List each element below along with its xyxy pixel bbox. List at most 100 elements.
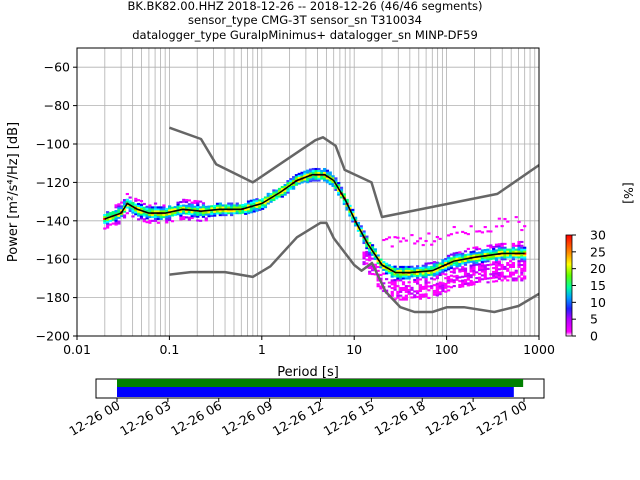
ppsd-cell: [221, 206, 225, 209]
ppsd-cell: [221, 214, 225, 217]
ppsd-cell: [418, 286, 423, 289]
ppsd-cell: [258, 199, 262, 202]
ppsd-cell: [452, 225, 456, 229]
ppsd-cell: [506, 267, 510, 270]
ppsd-cell: [114, 215, 118, 218]
ppsd-cell: [517, 220, 521, 223]
colorbar-tick-label: 10: [590, 295, 606, 310]
ppsd-cell: [452, 269, 456, 272]
ppsd-cell: [153, 202, 158, 205]
ppsd-cell: [215, 202, 220, 205]
ppsd-cell: [466, 276, 470, 279]
ppsd-cell: [331, 182, 335, 186]
ppsd-cell: [292, 183, 296, 186]
ppsd-cell: [255, 209, 259, 212]
ppsd-cell: [480, 249, 485, 252]
ppsd-cell: [494, 243, 499, 246]
ppsd-cell: [472, 246, 476, 249]
ppsd-cell: [393, 288, 397, 291]
ppsd-cell: [249, 199, 253, 202]
ppsd-cell: [469, 283, 473, 286]
ppsd-cell: [308, 178, 313, 181]
ppsd-cell: [455, 261, 459, 264]
ppsd-cell: [162, 214, 166, 217]
ppsd-cell: [145, 217, 149, 220]
ppsd-cell: [390, 273, 394, 276]
ppsd-cell: [168, 209, 172, 212]
ppsd-cell: [156, 210, 160, 213]
ppsd-cell: [390, 275, 394, 278]
ppsd-cell: [306, 181, 310, 184]
ppsd-cell: [159, 210, 163, 213]
ppsd-cell: [475, 259, 479, 262]
ppsd-cell: [117, 209, 121, 212]
ppsd-cell: [503, 256, 507, 259]
ppsd-cell: [489, 277, 493, 280]
timeline-tick-label: 12-26 15: [321, 398, 377, 439]
ppsd-cell: [455, 278, 459, 281]
ppsd-cell: [365, 252, 369, 255]
ppsd-cell: [500, 256, 504, 259]
ppsd-cell: [396, 290, 400, 293]
ppsd-cell: [173, 206, 177, 209]
ppsd-cell: [458, 276, 462, 279]
ppsd-cell: [204, 211, 208, 214]
ppsd-cell: [283, 191, 287, 194]
ppsd-cell: [385, 278, 389, 281]
ppsd-cell: [458, 251, 462, 254]
ppsd-cell: [263, 196, 268, 199]
ppsd-cell: [461, 275, 465, 278]
ppsd-cell: [308, 170, 313, 173]
ppsd-cell: [362, 251, 366, 254]
timeline-tick-label: 12-26 12: [270, 398, 326, 439]
ppsd-cell: [508, 263, 513, 267]
ppsd-cell: [373, 248, 377, 251]
ppsd-cell: [261, 198, 265, 201]
ppsd-cell: [418, 297, 423, 300]
ppsd-cell: [184, 204, 189, 207]
ppsd-cell: [162, 206, 166, 209]
ppsd-cell: [131, 201, 135, 205]
ppsd-cell: [427, 262, 431, 265]
ppsd-cell: [435, 269, 439, 272]
ppsd-cell: [475, 254, 479, 257]
ppsd-cell: [517, 246, 521, 249]
ppsd-cell: [413, 275, 417, 278]
ppsd-cell: [286, 189, 290, 192]
mode-ppsd-line: [104, 173, 525, 274]
ppsd-cell: [345, 208, 349, 211]
ppsd-cell: [407, 285, 411, 288]
ppsd-cell: [458, 253, 462, 256]
ppsd-cell: [221, 204, 225, 207]
ppsd-cell: [151, 208, 155, 211]
ppsd-cell: [480, 253, 485, 256]
colorbar-tick-label: 25: [590, 244, 606, 259]
ppsd-cell: [500, 246, 504, 249]
ppsd-cell: [204, 219, 208, 222]
ppsd-cell: [362, 253, 366, 256]
ppsd-cell: [182, 200, 186, 203]
ppsd-cell: [300, 173, 304, 176]
ppsd-cell: [466, 282, 470, 285]
ppsd-cell: [159, 217, 163, 220]
ppsd-cell: [376, 285, 380, 288]
ppsd-cell: [238, 206, 242, 209]
ppsd-cell: [272, 198, 276, 202]
ppsd-cell: [410, 296, 414, 299]
ppsd-cell: [506, 248, 510, 251]
ppsd-cell: [390, 265, 394, 269]
ppsd-cell: [497, 243, 501, 246]
ppsd-cell: [413, 242, 417, 245]
ppsd-cell: [506, 262, 510, 265]
ppsd-cell: [182, 217, 186, 221]
ppsd-cell: [483, 273, 487, 277]
ppsd-cell: [438, 271, 442, 275]
ppsd-cell: [168, 205, 172, 208]
ppsd-cell: [511, 246, 516, 249]
ppsd-cell: [176, 205, 180, 208]
ppsd-cell: [190, 211, 194, 214]
ppsd-cell: [399, 287, 403, 290]
ppsd-cell: [190, 207, 194, 210]
ppsd-cell: [365, 245, 369, 248]
ppsd-cell: [382, 282, 386, 285]
